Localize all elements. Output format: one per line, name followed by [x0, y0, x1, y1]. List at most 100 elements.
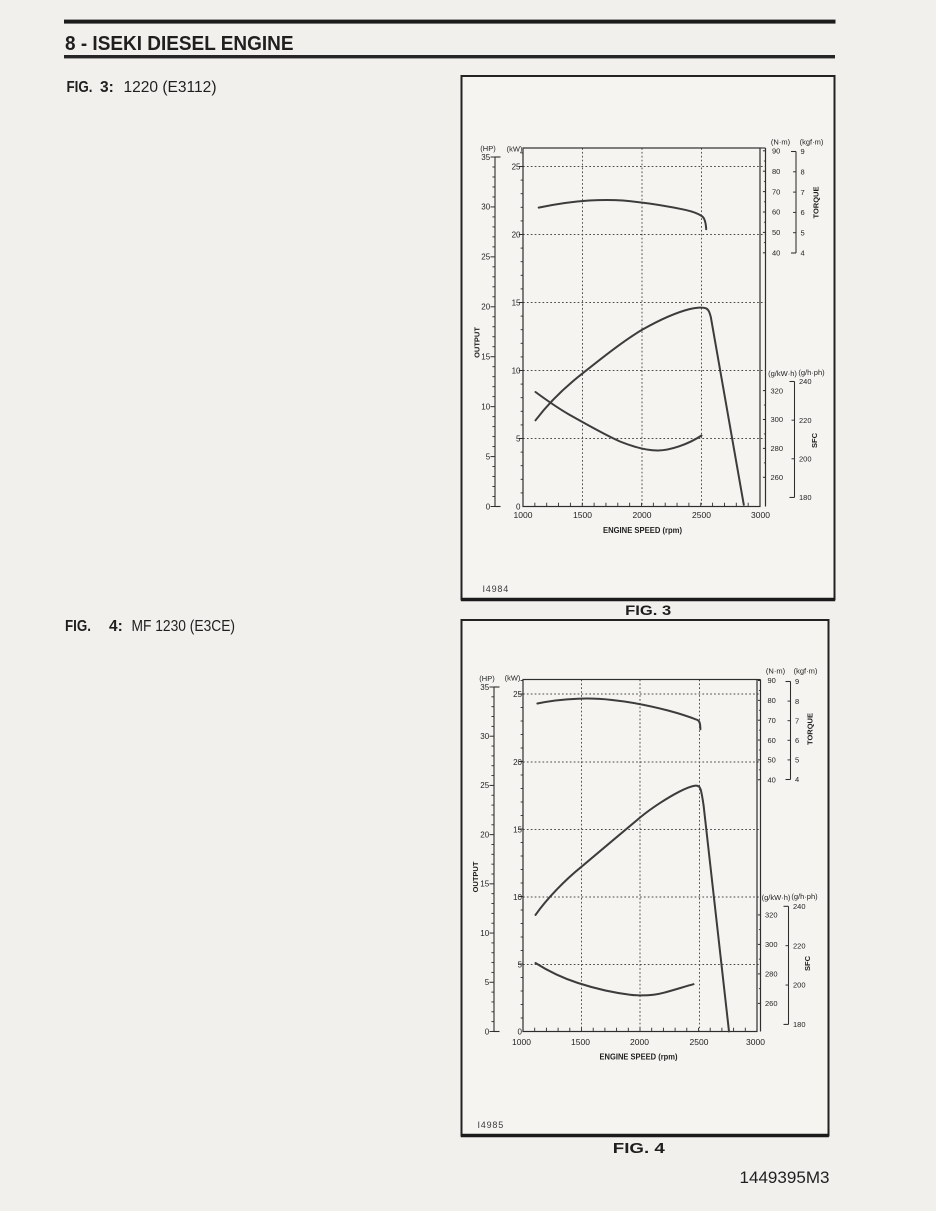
svg-text:OUTPUT: OUTPUT — [473, 327, 482, 358]
svg-text:I4984: I4984 — [483, 584, 510, 594]
svg-text:(N·m): (N·m) — [766, 667, 786, 676]
svg-text:4: 4 — [795, 775, 799, 784]
svg-text:320: 320 — [765, 911, 778, 920]
svg-text:7: 7 — [801, 188, 805, 197]
svg-text:50: 50 — [768, 756, 776, 765]
svg-text:(g/h·ph): (g/h·ph) — [791, 892, 818, 901]
svg-text:30: 30 — [481, 203, 490, 212]
svg-text:40: 40 — [772, 249, 780, 258]
svg-text:0: 0 — [486, 502, 491, 511]
svg-text:10: 10 — [512, 366, 521, 375]
svg-text:220: 220 — [793, 941, 806, 950]
svg-text:9: 9 — [801, 147, 805, 156]
svg-text:1500: 1500 — [573, 510, 592, 520]
svg-text:15: 15 — [480, 880, 489, 889]
svg-text:1500: 1500 — [571, 1037, 590, 1047]
svg-text:15: 15 — [481, 353, 490, 362]
svg-text:90: 90 — [772, 147, 780, 156]
svg-text:200: 200 — [799, 455, 812, 464]
svg-text:30: 30 — [480, 732, 489, 741]
svg-text:20: 20 — [512, 230, 521, 239]
svg-text:260: 260 — [765, 999, 778, 1008]
svg-text:5: 5 — [516, 434, 521, 443]
svg-text:FIG. 3: FIG. 3 — [625, 602, 671, 618]
svg-text:300: 300 — [765, 940, 778, 949]
svg-text:25: 25 — [481, 253, 490, 262]
svg-text:1000: 1000 — [512, 1037, 531, 1047]
svg-text:90: 90 — [768, 676, 776, 685]
svg-text:(HP): (HP) — [479, 674, 495, 683]
svg-text:ENGINE SPEED (rpm): ENGINE SPEED (rpm) — [600, 1052, 678, 1062]
svg-text:(kgf·m): (kgf·m) — [800, 137, 824, 146]
svg-text:(kW): (kW) — [505, 674, 521, 683]
svg-text:35: 35 — [481, 153, 490, 162]
svg-text:FIG.3:1220 (E3112): FIG. 3: 1220 (E3112) — [67, 79, 217, 96]
svg-text:(kW): (kW) — [507, 145, 523, 154]
svg-text:40: 40 — [768, 775, 776, 784]
svg-text:5: 5 — [485, 978, 490, 987]
svg-text:8 - ISEKI DIESEL ENGINE: 8 - ISEKI DIESEL ENGINE — [65, 33, 294, 55]
svg-text:180: 180 — [799, 493, 812, 502]
svg-text:10: 10 — [480, 929, 489, 938]
svg-text:I4985: I4985 — [478, 1120, 505, 1130]
svg-text:25: 25 — [512, 162, 521, 171]
svg-text:6: 6 — [801, 208, 805, 217]
svg-text:10: 10 — [513, 893, 522, 902]
svg-text:OUTPUT: OUTPUT — [471, 861, 480, 892]
svg-text:320: 320 — [771, 386, 784, 395]
svg-text:TORQUE: TORQUE — [806, 713, 815, 745]
svg-text:1000: 1000 — [514, 510, 533, 520]
svg-text:0: 0 — [485, 1027, 490, 1036]
svg-text:2000: 2000 — [630, 1037, 649, 1047]
svg-text:(HP): (HP) — [480, 144, 496, 153]
svg-text:10: 10 — [481, 402, 490, 411]
svg-text:(g/kW·h): (g/kW·h) — [762, 893, 791, 902]
svg-text:80: 80 — [768, 696, 776, 705]
svg-text:5: 5 — [795, 756, 799, 765]
svg-text:35: 35 — [480, 683, 489, 692]
svg-text:4: 4 — [801, 249, 805, 258]
svg-text:15: 15 — [512, 298, 521, 307]
svg-text:60: 60 — [768, 736, 776, 745]
svg-text:70: 70 — [772, 187, 780, 196]
svg-text:7: 7 — [795, 716, 799, 725]
svg-text:5: 5 — [486, 452, 491, 461]
svg-text:6: 6 — [795, 736, 799, 745]
svg-text:220: 220 — [799, 416, 812, 425]
svg-text:20: 20 — [481, 303, 490, 312]
svg-text:(kgf·m): (kgf·m) — [794, 667, 818, 676]
svg-text:260: 260 — [771, 473, 784, 482]
svg-text:TORQUE: TORQUE — [812, 187, 821, 219]
svg-text:25: 25 — [513, 690, 522, 699]
svg-text:8: 8 — [795, 697, 799, 706]
svg-text:240: 240 — [799, 377, 812, 386]
svg-text:180: 180 — [793, 1020, 806, 1029]
svg-text:FIG.4:MF 1230 (E3CE): FIG. 4: MF 1230 (E3CE) — [65, 618, 235, 635]
svg-text:SFC: SFC — [803, 955, 812, 971]
svg-text:3000: 3000 — [751, 510, 770, 520]
svg-text:ENGINE SPEED (rpm): ENGINE SPEED (rpm) — [603, 525, 682, 535]
svg-text:2500: 2500 — [690, 1037, 709, 1047]
svg-text:0: 0 — [518, 1027, 523, 1036]
svg-text:80: 80 — [772, 167, 780, 176]
svg-text:(g/kW·h): (g/kW·h) — [768, 369, 797, 378]
svg-text:8: 8 — [801, 168, 805, 177]
svg-text:60: 60 — [772, 208, 780, 217]
svg-text:5: 5 — [801, 228, 805, 237]
svg-text:(g/h·ph): (g/h·ph) — [798, 368, 825, 377]
svg-text:20: 20 — [480, 830, 489, 839]
svg-text:240: 240 — [793, 902, 806, 911]
svg-text:25: 25 — [480, 781, 489, 790]
svg-text:5: 5 — [518, 960, 523, 969]
svg-text:0: 0 — [516, 502, 521, 511]
svg-text:3000: 3000 — [746, 1037, 765, 1047]
svg-text:280: 280 — [765, 970, 778, 979]
svg-text:(N·m): (N·m) — [771, 137, 791, 146]
svg-text:2500: 2500 — [692, 510, 711, 520]
svg-text:200: 200 — [793, 981, 806, 990]
svg-text:20: 20 — [513, 758, 522, 767]
svg-text:2000: 2000 — [633, 510, 652, 520]
svg-text:FIG. 4: FIG. 4 — [613, 1141, 665, 1157]
svg-text:280: 280 — [771, 444, 784, 453]
svg-text:50: 50 — [772, 228, 780, 237]
